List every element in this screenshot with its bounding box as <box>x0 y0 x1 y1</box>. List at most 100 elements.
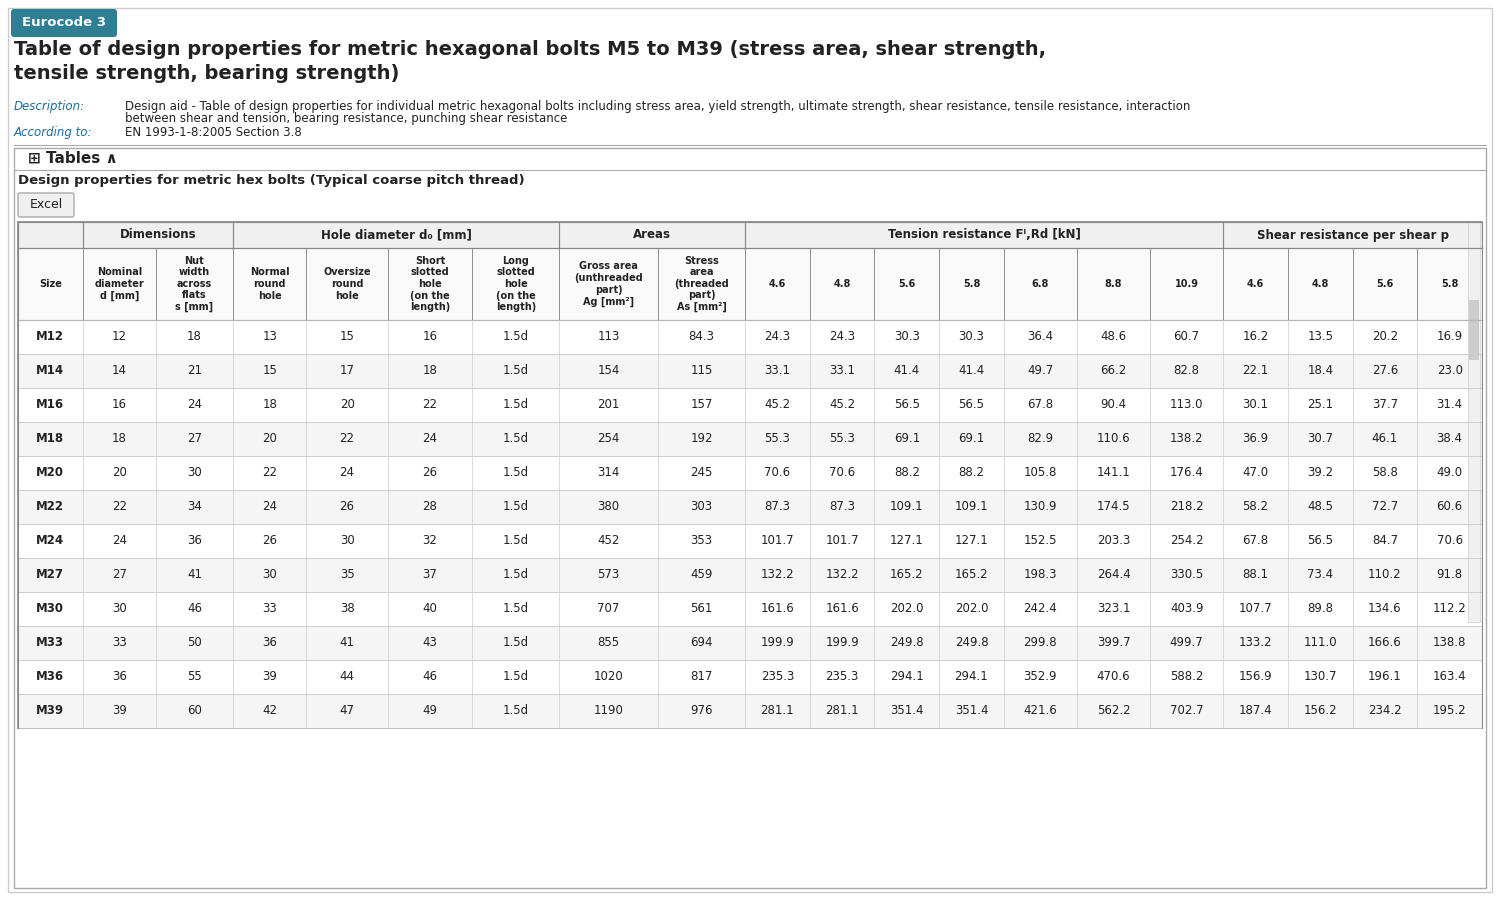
Text: 20: 20 <box>339 399 354 411</box>
Text: 351.4: 351.4 <box>890 705 924 717</box>
Text: 18: 18 <box>188 330 202 344</box>
Text: 105.8: 105.8 <box>1023 466 1058 480</box>
Text: 399.7: 399.7 <box>1096 636 1131 650</box>
Text: 36: 36 <box>188 535 202 547</box>
Text: 30.3: 30.3 <box>958 330 984 344</box>
Text: 702.7: 702.7 <box>1170 705 1203 717</box>
Text: 49: 49 <box>423 705 438 717</box>
Text: 14: 14 <box>112 364 128 377</box>
Text: 1.5d: 1.5d <box>503 569 530 581</box>
Text: 1.5d: 1.5d <box>503 602 530 616</box>
Text: 47: 47 <box>339 705 354 717</box>
Text: 72.7: 72.7 <box>1372 500 1398 514</box>
Text: 69.1: 69.1 <box>958 433 984 446</box>
Text: 249.8: 249.8 <box>890 636 924 650</box>
Text: 138.2: 138.2 <box>1170 433 1203 446</box>
Text: 138.8: 138.8 <box>1432 636 1467 650</box>
Text: 30: 30 <box>262 569 278 581</box>
Text: 55.3: 55.3 <box>765 433 790 446</box>
Text: 134.6: 134.6 <box>1368 602 1402 616</box>
Text: 56.5: 56.5 <box>958 399 984 411</box>
Text: 46: 46 <box>423 670 438 683</box>
Text: According to:: According to: <box>13 126 93 139</box>
Text: 84.7: 84.7 <box>1372 535 1398 547</box>
Text: 18: 18 <box>423 364 438 377</box>
Text: 156.9: 156.9 <box>1239 670 1272 683</box>
Text: 152.5: 152.5 <box>1023 535 1058 547</box>
Text: Description:: Description: <box>13 100 86 113</box>
Text: 36: 36 <box>112 670 126 683</box>
Text: 24: 24 <box>262 500 278 514</box>
Text: 154: 154 <box>597 364 619 377</box>
Text: Oversize
round
hole: Oversize round hole <box>324 267 370 301</box>
Text: 166.6: 166.6 <box>1368 636 1402 650</box>
Text: 235.3: 235.3 <box>760 670 794 683</box>
Text: 4.6: 4.6 <box>770 279 786 289</box>
Text: 55.3: 55.3 <box>830 433 855 446</box>
Text: 55: 55 <box>188 670 202 683</box>
Bar <box>18 222 1482 248</box>
Text: 5.6: 5.6 <box>1377 279 1394 289</box>
Text: 5.8: 5.8 <box>963 279 980 289</box>
Bar <box>18 558 1482 592</box>
Text: 1.5d: 1.5d <box>503 433 530 446</box>
Text: 109.1: 109.1 <box>890 500 924 514</box>
Text: 1.5d: 1.5d <box>503 705 530 717</box>
Text: 41.4: 41.4 <box>894 364 920 377</box>
Text: 294.1: 294.1 <box>890 670 924 683</box>
Text: 37.7: 37.7 <box>1372 399 1398 411</box>
Text: 84.3: 84.3 <box>688 330 714 344</box>
Text: 452: 452 <box>597 535 619 547</box>
Text: 36.4: 36.4 <box>1028 330 1053 344</box>
Bar <box>18 222 1482 728</box>
Text: 40: 40 <box>423 602 438 616</box>
Text: 20.2: 20.2 <box>1372 330 1398 344</box>
Bar <box>18 490 1482 524</box>
Text: Eurocode 3: Eurocode 3 <box>22 16 106 30</box>
Text: 50: 50 <box>188 636 202 650</box>
Text: M36: M36 <box>36 670 64 683</box>
Text: 31.4: 31.4 <box>1437 399 1462 411</box>
Text: 24.3: 24.3 <box>830 330 855 344</box>
Text: 69.1: 69.1 <box>894 433 920 446</box>
Text: 4.6: 4.6 <box>1246 279 1264 289</box>
Text: 22: 22 <box>423 399 438 411</box>
Text: ⊞ Tables ∧: ⊞ Tables ∧ <box>28 151 118 166</box>
Text: 176.4: 176.4 <box>1170 466 1203 480</box>
Text: Excel: Excel <box>30 199 63 212</box>
Text: 36: 36 <box>262 636 278 650</box>
Text: 21: 21 <box>188 364 202 377</box>
Text: 24: 24 <box>112 535 128 547</box>
Text: 17: 17 <box>339 364 354 377</box>
Bar <box>18 354 1482 388</box>
Text: 817: 817 <box>690 670 712 683</box>
Text: 22: 22 <box>262 466 278 480</box>
Text: 202.0: 202.0 <box>954 602 988 616</box>
Text: 199.9: 199.9 <box>825 636 860 650</box>
Text: 82.8: 82.8 <box>1173 364 1200 377</box>
Text: 13: 13 <box>262 330 278 344</box>
Text: 707: 707 <box>597 602 619 616</box>
Text: 16: 16 <box>423 330 438 344</box>
Text: 30: 30 <box>188 466 202 480</box>
Text: 1.5d: 1.5d <box>503 399 530 411</box>
Text: 90.4: 90.4 <box>1101 399 1126 411</box>
Text: 133.2: 133.2 <box>1239 636 1272 650</box>
Text: 192: 192 <box>690 433 712 446</box>
Text: 198.3: 198.3 <box>1023 569 1058 581</box>
Text: M18: M18 <box>36 433 64 446</box>
Text: 58.2: 58.2 <box>1242 500 1269 514</box>
Text: 18: 18 <box>112 433 126 446</box>
Text: 196.1: 196.1 <box>1368 670 1402 683</box>
Text: 82.9: 82.9 <box>1028 433 1053 446</box>
Text: 26: 26 <box>339 500 354 514</box>
Text: 242.4: 242.4 <box>1023 602 1058 616</box>
Text: M20: M20 <box>36 466 64 480</box>
Text: 32: 32 <box>423 535 438 547</box>
Text: 18.4: 18.4 <box>1306 364 1334 377</box>
Text: Tension resistance Fᴵ,Rd [kN]: Tension resistance Fᴵ,Rd [kN] <box>888 229 1080 241</box>
Text: Dimensions: Dimensions <box>120 229 196 241</box>
Text: 132.2: 132.2 <box>825 569 860 581</box>
Text: tensile strength, bearing strength): tensile strength, bearing strength) <box>13 64 399 83</box>
Text: 254: 254 <box>597 433 619 446</box>
